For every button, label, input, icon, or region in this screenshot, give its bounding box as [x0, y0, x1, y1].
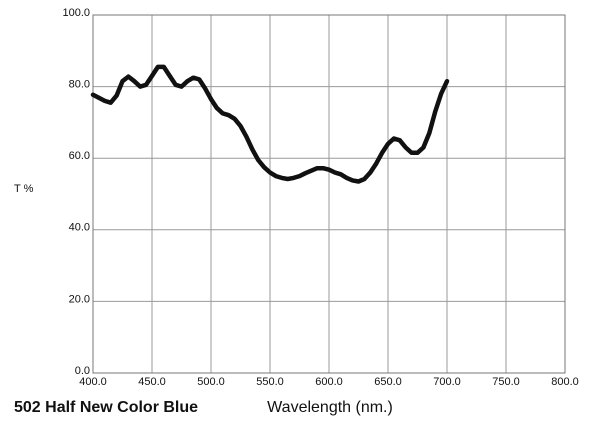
y-tick-label: 80.0	[69, 79, 90, 91]
y-tick-label: 60.0	[69, 150, 90, 162]
x-tick-label: 650.0	[374, 376, 402, 388]
data-line	[90, 64, 450, 184]
x-axis-label: Wavelength (nm.)	[267, 399, 393, 416]
x-tick-label: 600.0	[315, 376, 343, 388]
x-tick-label: 700.0	[433, 376, 461, 388]
x-tick-label: 750.0	[492, 376, 520, 388]
chart-title: 502 Half New Color Blue	[14, 399, 198, 416]
y-tick-label: 0.0	[75, 365, 90, 377]
x-tick-label: 550.0	[256, 376, 284, 388]
y-tick-label: 100.0	[62, 7, 90, 19]
y-tick-label: 20.0	[69, 293, 90, 305]
x-tick-label: 400.0	[79, 376, 107, 388]
y-axis-label: T %	[14, 183, 34, 195]
x-tick-label: 450.0	[138, 376, 166, 388]
plot-frame	[92, 14, 566, 374]
y-tick-label: 40.0	[69, 222, 90, 234]
x-tick-label: 500.0	[197, 376, 225, 388]
x-tick-label: 800.0	[551, 376, 579, 388]
